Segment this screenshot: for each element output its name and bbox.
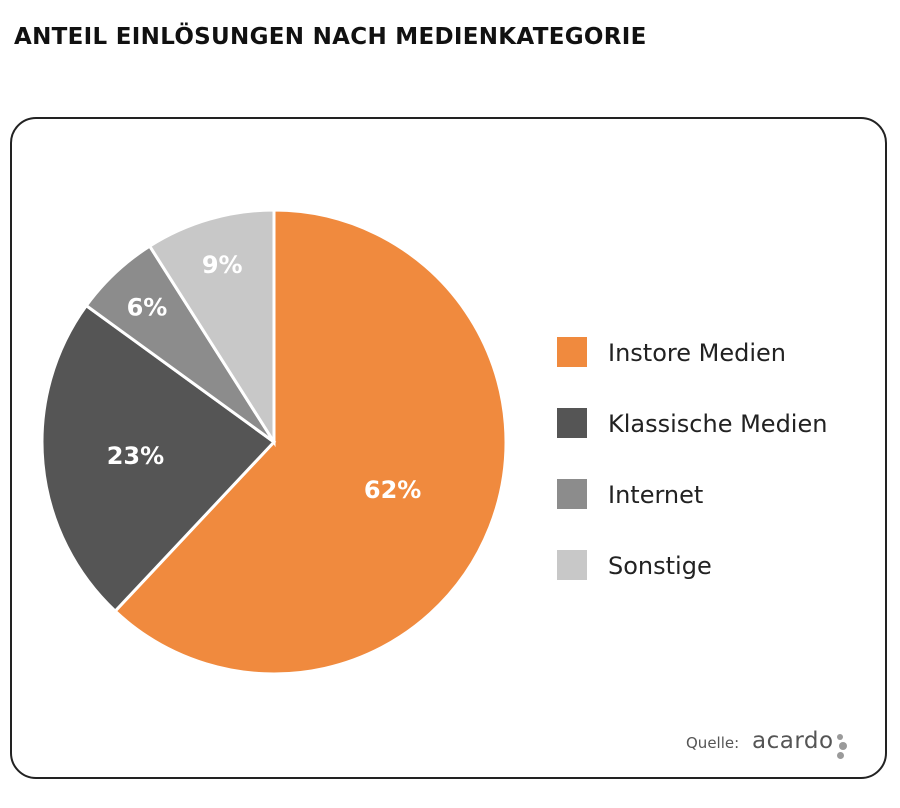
source-brand: acardo [752, 728, 834, 754]
brand-logo-dots-icon [834, 734, 847, 761]
legend-label: Sonstige [608, 552, 712, 580]
legend-label: Instore Medien [608, 339, 786, 367]
chart-title: ANTEIL EINLÖSUNGEN NACH MEDIENKATEGORIE [14, 24, 647, 50]
legend-swatch [557, 479, 587, 509]
slice-value-label: 9% [202, 251, 243, 279]
pie-slice-instore-medien [113, 208, 508, 676]
slice-value-label: 23% [107, 442, 164, 470]
chart-card [10, 117, 887, 779]
legend-swatch [557, 337, 587, 367]
pie-slice-klassische-medien [40, 303, 277, 614]
pie-slice-labels: 62% 23% 6% 9% [107, 251, 422, 504]
pie-slice-sonstige [147, 208, 276, 448]
legend-swatch [557, 550, 587, 580]
legend-label: Klassische Medien [608, 410, 827, 438]
legend-label: Internet [608, 481, 703, 509]
source-prefix: Quelle: [686, 734, 740, 752]
pie-slices [40, 208, 508, 676]
slice-value-label: 6% [127, 294, 168, 322]
slice-value-label: 62% [364, 476, 421, 504]
legend-swatch [557, 408, 587, 438]
legend: Instore Medien Klassische Medien Internet S… [557, 337, 827, 580]
